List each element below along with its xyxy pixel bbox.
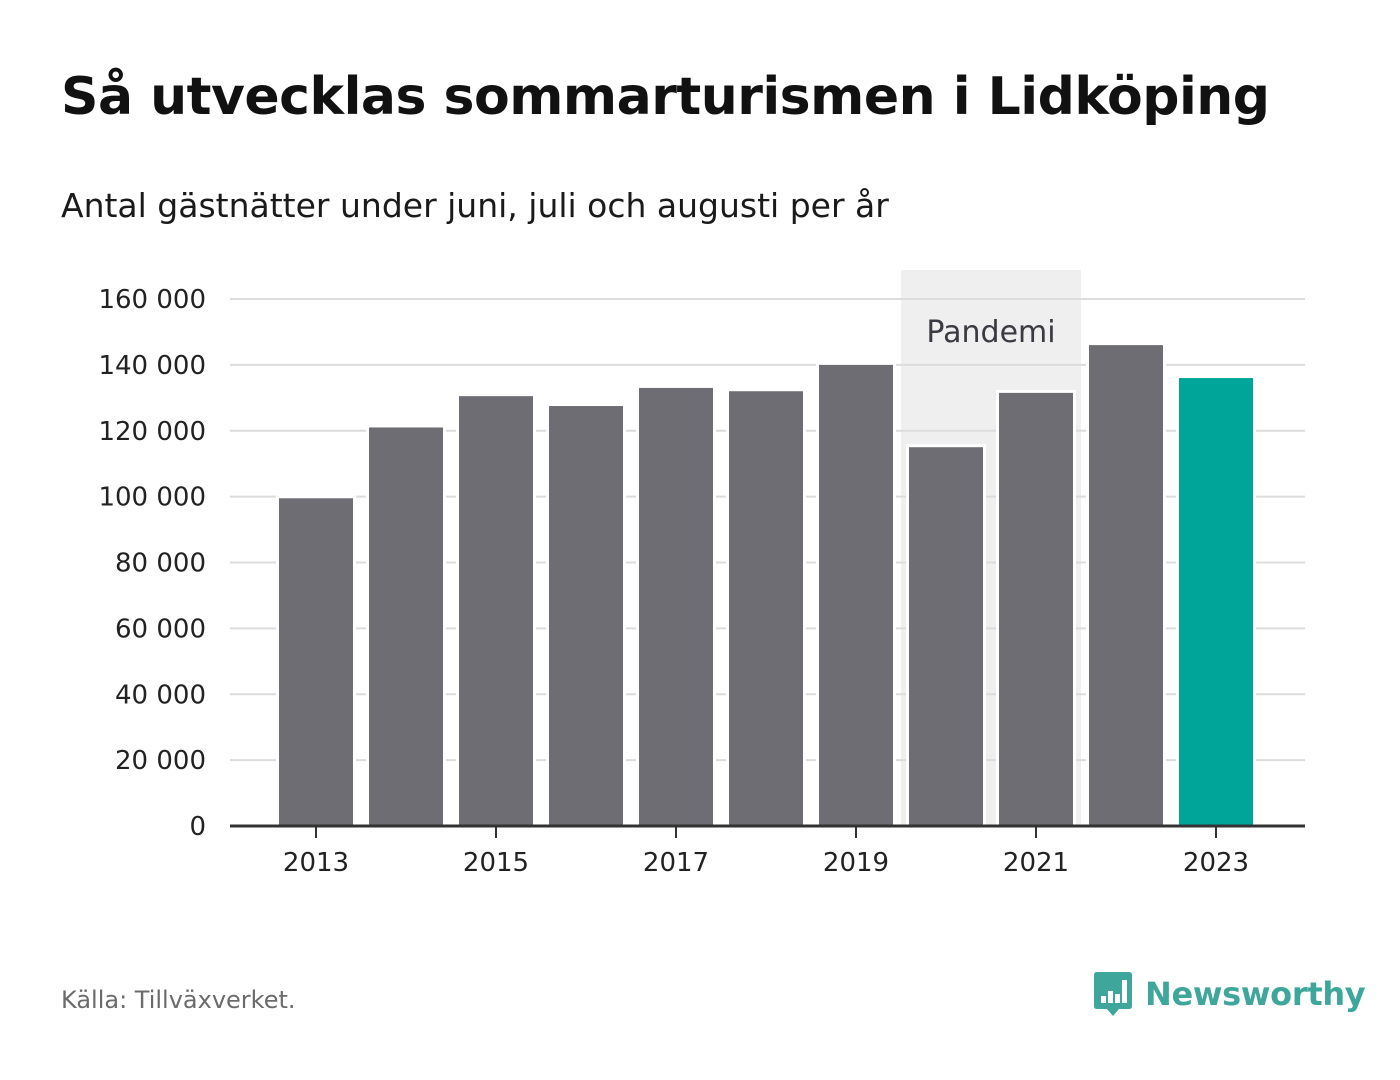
bar-chart: Pandemi 0 20 000 40 000 60 000 80 000 100 000 1…: [98, 270, 1305, 878]
bar-2020: [909, 447, 983, 826]
annotation-label-pandemi: Pandemi: [926, 315, 1055, 350]
x-tick-label: 2023: [1183, 848, 1249, 878]
y-tick-label: 120 000: [98, 417, 206, 447]
x-tick-label: 2021: [1003, 848, 1069, 878]
x-tick-label: 2013: [283, 848, 349, 878]
bar-2015: [459, 396, 533, 826]
chart-title: Så utvecklas sommarturismen i Lidköping: [61, 67, 1270, 127]
bar-2013: [279, 498, 353, 826]
x-tick-label: 2015: [463, 848, 529, 878]
y-tick-label: 0: [189, 812, 206, 842]
bar-2019: [819, 364, 893, 826]
bars: [276, 342, 1256, 826]
bar-2014: [369, 427, 443, 826]
x-tick-label: 2017: [643, 848, 709, 878]
brand-name: Newsworthy: [1145, 975, 1366, 1013]
y-tick-label: 80 000: [115, 549, 206, 579]
bar-2016: [549, 406, 623, 826]
x-tick-label: 2019: [823, 848, 889, 878]
y-tick-label: 20 000: [115, 746, 206, 776]
bar-2023: [1179, 378, 1253, 826]
source-note: Källa: Tillväxverket.: [61, 986, 296, 1014]
bar-2022: [1089, 345, 1163, 826]
y-tick-label: 140 000: [98, 351, 206, 381]
brand-logo: Newsworthy: [1093, 970, 1366, 1018]
y-tick-label: 160 000: [98, 285, 206, 315]
y-tick-label: 100 000: [98, 483, 206, 513]
bar-chart-bubble-icon: [1094, 972, 1132, 1016]
chart-subtitle: Antal gästnätter under juni, juli och au…: [61, 186, 889, 225]
y-tick-label: 40 000: [115, 680, 206, 710]
bar-2017: [639, 387, 713, 826]
x-axis: 2013 2015 2017 2019 2021 2023: [283, 826, 1249, 878]
bar-2021: [999, 392, 1073, 826]
bar-2018: [729, 391, 803, 826]
y-tick-label: 60 000: [115, 614, 206, 644]
